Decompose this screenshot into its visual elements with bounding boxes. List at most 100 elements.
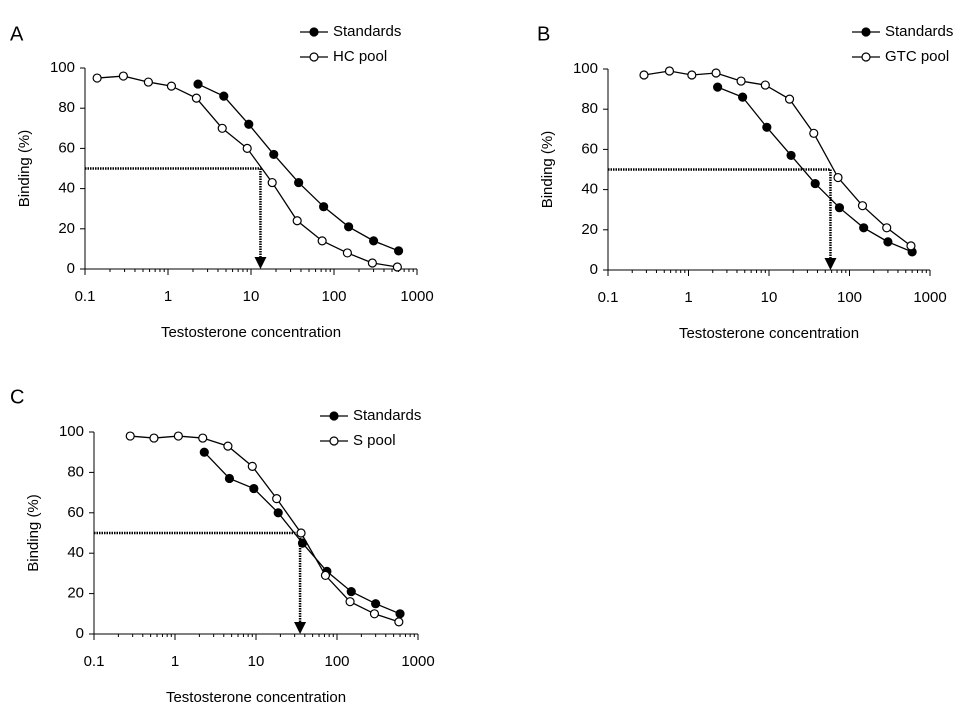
data-point	[272, 494, 282, 504]
y-tick-label: 40	[58, 180, 75, 197]
y-tick-label: 0	[67, 260, 75, 277]
data-point	[711, 68, 721, 78]
data-point	[762, 122, 772, 132]
data-point	[857, 201, 868, 211]
x-tick-label: 1000	[913, 289, 946, 306]
data-point	[859, 223, 869, 233]
data-point	[319, 202, 329, 212]
legend-label: GTC pool	[885, 48, 949, 65]
data-point	[834, 203, 845, 213]
x-tick-label: 1	[684, 289, 692, 306]
data-point	[149, 433, 159, 443]
data-point	[118, 71, 128, 81]
y-tick-label: 0	[590, 261, 598, 278]
y-tick-label: 100	[573, 60, 598, 77]
data-point	[393, 246, 404, 256]
x-axis-title: Testosterone concentration	[679, 325, 859, 342]
y-axis-title: Binding (%)	[25, 494, 42, 572]
data-point	[760, 80, 770, 90]
x-tick-label: 100	[324, 653, 349, 670]
legend-marker	[329, 411, 339, 421]
data-point	[320, 570, 331, 581]
data-point	[273, 508, 283, 518]
y-tick-label: 20	[581, 221, 598, 238]
y-tick-label: 100	[50, 59, 75, 76]
data-point	[217, 123, 227, 133]
y-tick-label: 100	[59, 423, 84, 440]
legend-label: Standards	[353, 407, 421, 424]
data-point	[664, 66, 675, 76]
data-point	[269, 149, 279, 160]
data-point	[392, 262, 402, 272]
panel-label: A	[10, 23, 24, 45]
data-point	[395, 609, 405, 619]
x-tick-label: 100	[321, 288, 346, 305]
data-point	[223, 441, 233, 451]
y-tick-label: 40	[581, 181, 598, 198]
data-point	[267, 177, 277, 188]
data-point	[143, 77, 153, 87]
x-axis-title: Testosterone concentration	[161, 324, 341, 341]
data-point	[292, 216, 302, 226]
arrow-head	[294, 622, 307, 634]
data-point	[786, 150, 796, 161]
data-point	[883, 237, 893, 247]
data-point	[244, 119, 254, 129]
data-point	[394, 617, 404, 627]
legend-marker	[309, 27, 319, 37]
y-tick-label: 80	[581, 100, 598, 117]
data-point	[166, 81, 177, 91]
legend-label: S pool	[353, 432, 396, 449]
legend-label: Standards	[333, 23, 401, 40]
data-point	[249, 483, 259, 494]
y-tick-label: 80	[67, 463, 84, 480]
data-point	[738, 92, 748, 102]
data-point	[736, 76, 746, 86]
x-tick-label: 1000	[400, 288, 433, 305]
data-point	[92, 73, 102, 83]
y-tick-label: 60	[58, 139, 75, 156]
x-tick-label: 10	[243, 288, 260, 305]
legend-marker	[861, 52, 871, 62]
y-axis-title: Binding (%)	[539, 131, 556, 209]
data-point	[344, 222, 354, 232]
x-tick-label: 10	[248, 653, 265, 670]
legend-label: Standards	[885, 23, 953, 40]
data-point	[882, 223, 892, 233]
x-tick-label: 0.1	[84, 653, 105, 670]
data-point	[367, 258, 377, 268]
y-tick-label: 40	[67, 544, 84, 561]
y-tick-label: 20	[58, 220, 75, 237]
data-point	[342, 248, 352, 258]
y-tick-label: 60	[581, 140, 598, 157]
y-tick-label: 80	[58, 99, 75, 116]
panel-label: B	[537, 23, 550, 45]
data-point	[294, 177, 304, 188]
data-point	[242, 143, 252, 153]
data-point	[371, 599, 381, 609]
data-point	[193, 79, 203, 89]
x-tick-label: 10	[761, 289, 778, 306]
y-axis-title: Binding (%)	[16, 130, 33, 208]
data-point	[369, 236, 379, 246]
x-tick-label: 1	[164, 288, 172, 305]
x-tick-label: 1000	[401, 653, 434, 670]
panel-label: C	[10, 386, 24, 408]
data-point	[906, 241, 916, 251]
data-point	[833, 172, 843, 183]
data-point	[713, 82, 723, 92]
data-point	[125, 431, 135, 441]
arrow-head	[254, 257, 267, 269]
legend-marker	[329, 436, 339, 446]
legend-marker	[309, 52, 319, 62]
x-tick-label: 0.1	[598, 289, 619, 306]
data-point	[345, 597, 355, 607]
data-point	[296, 528, 306, 538]
data-point	[198, 433, 208, 443]
y-tick-label: 0	[76, 625, 84, 642]
data-point	[199, 447, 209, 457]
series-line	[97, 75, 398, 268]
series-line	[130, 435, 400, 623]
data-point	[173, 431, 183, 441]
